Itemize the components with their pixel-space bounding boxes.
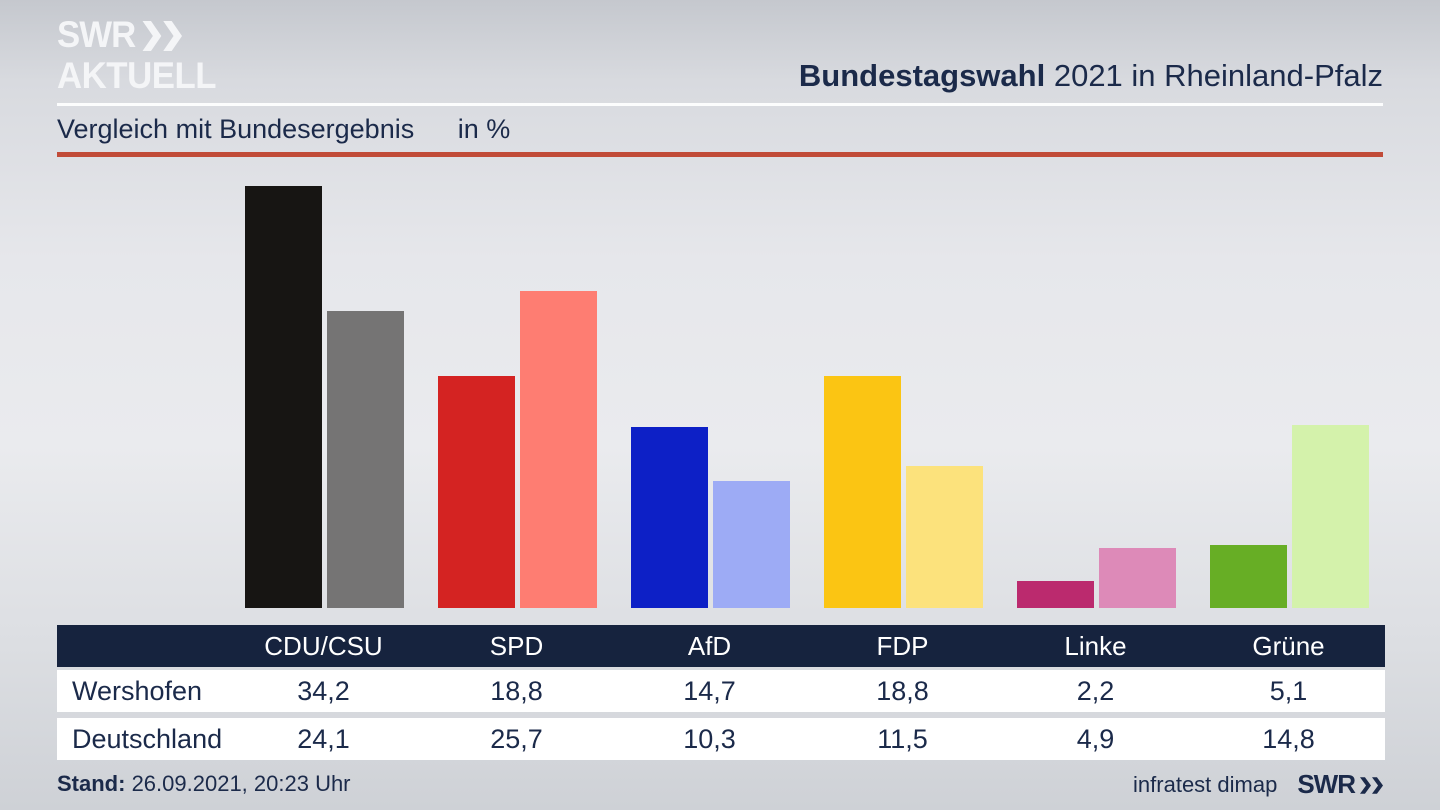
bar-wershofen-linke <box>1016 580 1094 608</box>
bar-wershofen-gr-ne <box>1209 545 1287 608</box>
table-header-linke: Linke <box>1064 630 1127 661</box>
bar-deutschland-fdp <box>905 466 983 608</box>
bar-deutschland-cdu-csu <box>326 310 404 608</box>
value-deutschland-cdu-csu: 24,1 <box>297 723 350 754</box>
table-header-cdu-csu: CDU/CSU <box>264 630 383 661</box>
value-deutschland-fdp: 11,5 <box>877 723 928 754</box>
value-deutschland-afd: 10,3 <box>683 723 736 754</box>
value-deutschland-linke: 4,9 <box>1076 723 1115 754</box>
bar-deutschland-gr-ne <box>1291 425 1369 608</box>
value-deutschland-spd: 25,7 <box>490 723 543 754</box>
value-wershofen-spd: 18,8 <box>490 675 543 706</box>
value-wershofen-cdu-csu: 34,2 <box>297 675 350 706</box>
title-bold-part: Bundestagswahl <box>798 58 1046 93</box>
title-regular-part: 2021 in Rheinland-Pfalz <box>1045 58 1383 93</box>
subtitle-unit: in % <box>457 114 511 144</box>
bar-wershofen-cdu-csu <box>244 186 322 608</box>
bar-deutschland-linke <box>1098 547 1176 608</box>
row-label-wershofen: Wershofen <box>72 675 203 706</box>
bar-wershofen-spd <box>437 376 515 608</box>
timestamp: Stand: 26.09.2021, 20:23 Uhr <box>57 771 351 797</box>
source-attribution: infratest dimap SWR <box>1133 769 1383 800</box>
bar-group-fdp <box>823 376 983 608</box>
source-name: infratest dimap <box>1133 771 1278 797</box>
value-deutschland-gr-ne: 14,8 <box>1262 723 1315 754</box>
bar-deutschland-afd <box>712 480 790 608</box>
bar-group-spd <box>437 290 597 608</box>
table-header-afd: AfD <box>687 630 732 661</box>
accent-divider <box>57 152 1383 157</box>
table-row-deutschland: Deutschland 24,1 25,7 10,3 11,5 4,9 14,8 <box>57 718 1385 760</box>
page-title: Bundestagswahl 2021 in Rheinland-Pfalz <box>799 58 1383 94</box>
subtitle-text: Vergleich mit Bundesergebnis <box>57 114 415 144</box>
double-chevron-icon <box>142 20 183 51</box>
value-wershofen-gr-ne: 5,1 <box>1269 675 1308 706</box>
bar-wershofen-fdp <box>823 376 901 608</box>
table-header-row: CDU/CSU SPD AfD FDP Linke Grüne <box>57 625 1385 667</box>
chart-subtitle: Vergleich mit Bundesergebnis in % <box>57 114 510 145</box>
timestamp-label: Stand: <box>57 771 126 796</box>
swr-aktuell-logo: SWR AKTUELL <box>57 16 216 94</box>
value-wershofen-linke: 2,2 <box>1076 675 1115 706</box>
value-wershofen-afd: 14,7 <box>683 675 736 706</box>
brand-swr-text: SWR <box>1297 769 1356 799</box>
table-header-spd: SPD <box>489 630 544 661</box>
table-header-fdp: FDP <box>876 630 929 661</box>
brand-double-chevron-icon <box>1360 775 1383 794</box>
logo-aktuell-text: AKTUELL <box>57 55 217 96</box>
row-label-deutschland: Deutschland <box>72 723 223 754</box>
bar-group-gr-ne <box>1209 425 1369 608</box>
logo-swr-text: SWR <box>57 14 136 55</box>
header-divider <box>57 103 1383 106</box>
bar-deutschland-spd <box>519 290 597 608</box>
value-wershofen-fdp: 18,8 <box>876 675 929 706</box>
table-header-gr-ne: Grüne <box>1252 630 1325 661</box>
bar-group-linke <box>1016 547 1176 608</box>
bar-wershofen-afd <box>630 426 708 608</box>
timestamp-value: 26.09.2021, 20:23 Uhr <box>125 771 351 796</box>
results-table: CDU/CSU SPD AfD FDP Linke Grüne Wershofen 34,2 1… <box>57 625 1385 766</box>
bar-chart <box>244 186 1369 608</box>
swr-brand-mark: SWR <box>1297 769 1383 800</box>
bar-group-afd <box>630 426 790 608</box>
bar-group-cdu-csu <box>244 186 404 608</box>
table-row-wershofen: Wershofen 34,2 18,8 14,7 18,8 2,2 5,1 <box>57 670 1385 712</box>
